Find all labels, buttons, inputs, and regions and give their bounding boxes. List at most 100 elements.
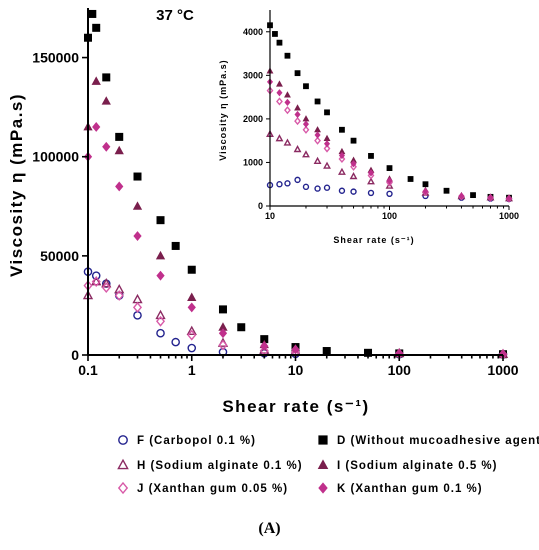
main-data-point [187,292,197,301]
main-series-1 [84,9,507,359]
main-data-point [133,231,142,241]
inset-data-point [284,52,291,59]
inset-series-1 [267,22,512,201]
inset-data-point [294,70,301,77]
inset-data-point [323,184,331,191]
main-data-point [101,282,111,293]
inset-data-point [294,110,301,119]
main-data-point [92,23,101,32]
main-data-point [88,9,97,18]
inset-data-point [407,176,414,182]
inset-data-point [385,181,394,189]
inset-data-point [386,165,393,172]
inset-data-point [338,151,345,160]
main-x-tick-label: 1000 [487,362,518,378]
inset-data-point [284,180,291,187]
inset-data-point [314,126,321,133]
main-data-point [156,216,165,225]
inset-y-tick-label: 4000 [243,27,263,37]
inset-data-point [302,120,309,128]
inset-data-point [272,31,278,37]
inset-data-point [314,98,321,105]
inset-data-point [276,89,283,97]
main-data-point [186,325,197,335]
main-data-points [82,9,509,360]
main-data-point [218,305,227,314]
inset-data-point [350,160,357,168]
main-data-point [218,339,228,351]
inset-data-point [302,115,310,122]
inset-data-point [303,83,309,90]
main-data-point [155,250,166,260]
legend-marker [117,481,129,495]
inset-data-point [338,154,346,164]
inset-data-point [323,144,331,153]
main-data-point [322,347,331,356]
main-data-point [102,73,111,82]
main-data-point [91,76,101,85]
main-data-point [102,141,111,152]
main-chart-title: 37 °C [156,7,194,24]
legend-entry-j: J (Xanthan gum 0.05 %) [117,481,288,495]
inset-data-point [302,150,310,158]
inset-data-point [470,192,476,199]
main-data-point [156,315,166,327]
legend-label-j: J (Xanthan gum 0.05 %) [137,483,288,495]
inset-data-point [458,192,465,200]
main-data-point [156,328,165,338]
main-data-point [115,132,124,141]
main-data-point [171,337,180,347]
main-data-point [115,181,124,192]
legend-label-k: K (Xanthan gum 0.1 %) [337,483,483,495]
inset-data-point [338,167,346,175]
inset-data-point [349,172,358,180]
inset-y-tick-label: 3000 [243,70,263,80]
main-data-point [101,96,111,105]
legend-label-i: I (Sodium alginate 0.5 %) [337,460,497,472]
legend-marker [318,435,328,445]
main-x-tick-label: 100 [388,362,412,378]
main-y-tick-label: 50000 [40,248,79,264]
main-series-3 [83,76,508,358]
inset-data-point [284,98,291,106]
inset-data-point [302,183,310,191]
inset-data-point [443,187,450,194]
inset-y-axis-title: Viscosity η (mPa.s) [218,59,228,160]
inset-data-point [276,181,283,188]
inset-x-axis-title: Shear rate (s⁻¹) [333,235,414,245]
inset-data-points [266,22,513,203]
inset-data-point [302,125,310,134]
main-data-point [114,145,124,155]
main-x-axis-title: Shear rate (s⁻¹) [222,397,369,416]
inset-data-point [367,177,375,185]
main-x-tick-label: 0.1 [78,362,98,378]
main-data-point [155,309,166,320]
inset-data-point [324,109,330,116]
inset-data-point [313,156,322,164]
inset-data-point [294,104,301,111]
main-data-point [187,343,197,353]
inset-y-tick-label: 0 [258,201,263,211]
inset-data-point [338,187,346,194]
main-series-5 [83,122,508,360]
inset-y-tick-label: 2000 [243,114,263,124]
legend-label-f: F (Carbopol 0.1 %) [137,435,256,447]
main-data-point [187,329,197,341]
inset-axis-ticks: 10 100 1000 0 1000 2000 3000 4000 [243,27,519,221]
main-y-tick-label: 0 [71,347,79,363]
main-y-tick-label: 150000 [32,50,79,66]
main-data-point [114,290,124,301]
main-data-point [218,328,228,339]
inset-data-point [367,189,375,197]
inset-data-point [294,116,301,126]
inset-data-point [323,134,331,142]
inset-x-tick-label: 1000 [499,211,519,221]
inset-data-point [367,169,375,177]
inset-data-point [422,187,429,195]
inset-y-tick-label: 1000 [243,157,263,167]
main-data-point [114,283,125,294]
inset-data-point [487,193,494,202]
